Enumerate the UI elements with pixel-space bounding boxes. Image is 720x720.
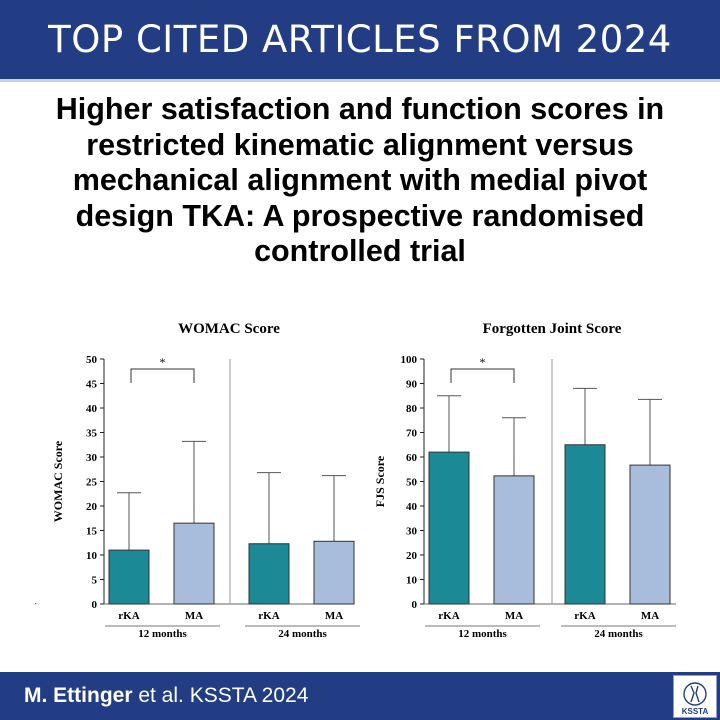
- y-axis-label: WOMAC Score: [51, 440, 65, 522]
- header-banner: TOP CITED ARTICLES FROM 2024: [0, 0, 720, 82]
- bar-rka: [428, 451, 470, 605]
- category-label: rKA: [118, 610, 139, 622]
- bar-rka: [248, 543, 290, 605]
- y-tick-label: 0: [412, 599, 418, 611]
- y-tick-label: 20: [406, 550, 418, 562]
- y-tick-label: 30: [406, 526, 418, 538]
- y-tick-label: 45: [86, 379, 98, 391]
- y-axis-label: FJS Score: [373, 455, 387, 507]
- bar-ma: [629, 464, 671, 605]
- chart-title: Forgotten Joint Score: [483, 321, 622, 337]
- banner-title: TOP CITED ARTICLES FROM 2024: [48, 18, 672, 61]
- significance-bracket: [450, 368, 515, 383]
- knee-emblem-icon: [683, 682, 707, 706]
- footer-bar: M. Ettinger et al. KSSTA 2024 KSSTA: [0, 672, 720, 720]
- citation-authors: M. Ettinger: [24, 684, 133, 707]
- citation-journal: et al. KSSTA 2024: [132, 684, 309, 707]
- chart-panel-2: Forgotten Joint Score FJS Score 0 10 20 30 40 5…: [373, 321, 676, 640]
- significance-marker: *: [160, 355, 166, 369]
- chart-panel-1: WOMAC Score WOMAC Score 0 5 10 15 20 25 30 35 40 45…: [51, 321, 360, 640]
- y-tick-label: 70: [406, 428, 418, 440]
- bar-ma: [493, 475, 535, 605]
- bar-ma: [173, 522, 215, 605]
- category-label: MA: [185, 610, 203, 622]
- category-label: rKA: [438, 610, 459, 622]
- y-tick-label: 50: [86, 354, 98, 366]
- y-tick-label: 40: [406, 501, 418, 513]
- group-label: 12 months: [138, 628, 187, 640]
- y-tick-label: 10: [86, 550, 98, 562]
- y-tick-label: 0: [92, 599, 98, 611]
- category-label: rKA: [258, 610, 279, 622]
- y-tick-label: 60: [406, 452, 418, 464]
- group-label: 24 months: [278, 628, 327, 640]
- category-label: rKA: [574, 610, 595, 622]
- y-tick-label: 50: [406, 477, 418, 489]
- charts-svg: WOMAC Score WOMAC Score 0 5 10 15 20 25 30 35 40 45…: [35, 321, 676, 640]
- y-tick-label: 25: [86, 477, 98, 489]
- category-label: MA: [325, 610, 343, 622]
- y-tick-label: 30: [86, 452, 98, 464]
- y-tick-label: 40: [86, 403, 98, 415]
- y-tick-label: 80: [406, 403, 418, 415]
- citation: M. Ettinger et al. KSSTA 2024: [24, 684, 308, 708]
- group-label: 12 months: [458, 628, 507, 640]
- y-tick-label: 100: [401, 354, 418, 366]
- charts-area: WOMAC Score WOMAC Score 0 5 10 15 20 25 30 35 40 45…: [0, 310, 720, 660]
- bar-ma: [313, 540, 355, 605]
- y-tick-label: 15: [86, 526, 98, 538]
- y-tick-label: 5: [92, 575, 98, 587]
- significance-marker: *: [480, 355, 486, 369]
- y-tick-label: 90: [406, 379, 418, 391]
- category-label: MA: [641, 610, 659, 622]
- group-label: 24 months: [594, 628, 643, 640]
- stray-dot: [35, 603, 37, 605]
- article-title: Higher satisfaction and function scores …: [55, 92, 665, 268]
- bar-rka: [108, 549, 150, 605]
- logo-text: KSSTA: [681, 707, 709, 716]
- y-tick-label: 20: [86, 501, 98, 513]
- category-label: MA: [505, 610, 523, 622]
- y-tick-label: 10: [406, 575, 418, 587]
- bar-rka: [564, 444, 606, 605]
- kssta-logo: KSSTA: [673, 675, 717, 718]
- y-tick-label: 35: [86, 428, 98, 440]
- significance-bracket: [130, 368, 195, 383]
- chart-title: WOMAC Score: [178, 321, 280, 337]
